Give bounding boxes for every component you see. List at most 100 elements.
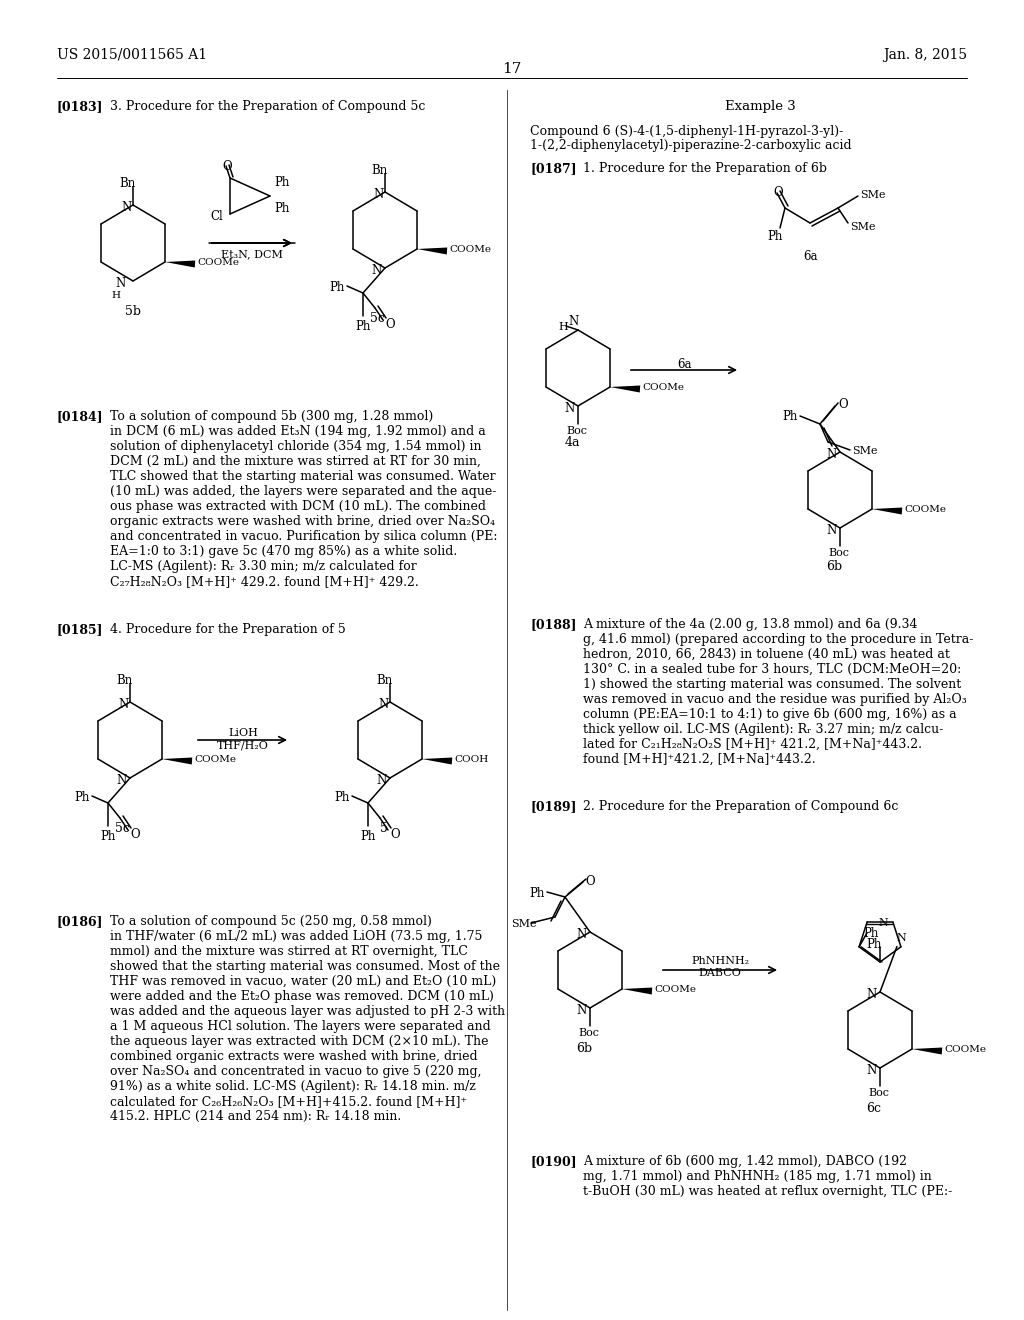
Text: THF/H₂O: THF/H₂O xyxy=(217,741,269,750)
Text: [0188]: [0188] xyxy=(530,618,577,631)
Text: O: O xyxy=(130,828,139,841)
Text: Ph: Ph xyxy=(863,927,879,940)
Text: O: O xyxy=(222,160,231,173)
Text: A mixture of 6b (600 mg, 1.42 mmol), DABCO (192
mg, 1.71 mmol) and PhNHNH₂ (185 : A mixture of 6b (600 mg, 1.42 mmol), DAB… xyxy=(583,1155,952,1199)
Text: N: N xyxy=(577,928,587,941)
Text: Example 3: Example 3 xyxy=(725,100,796,114)
Text: 1. Procedure for the Preparation of 6b: 1. Procedure for the Preparation of 6b xyxy=(583,162,827,176)
Text: COOMe: COOMe xyxy=(642,383,684,392)
Text: Ph: Ph xyxy=(767,230,782,243)
Text: N: N xyxy=(826,524,838,537)
Text: [0184]: [0184] xyxy=(57,411,103,422)
Text: Jan. 8, 2015: Jan. 8, 2015 xyxy=(883,48,967,62)
Text: 6a: 6a xyxy=(677,358,691,371)
Text: 6b: 6b xyxy=(575,1041,592,1055)
Text: N: N xyxy=(372,264,382,277)
Text: Ph: Ph xyxy=(74,791,89,804)
Text: US 2015/0011565 A1: US 2015/0011565 A1 xyxy=(57,48,207,62)
Text: COOMe: COOMe xyxy=(904,506,946,513)
Text: O: O xyxy=(390,828,399,841)
Text: SMe: SMe xyxy=(511,919,537,929)
Polygon shape xyxy=(622,987,652,994)
Text: Ph: Ph xyxy=(360,830,376,843)
Text: To a solution of compound 5b (300 mg, 1.28 mmol)
in DCM (6 mL) was added Et₃N (1: To a solution of compound 5b (300 mg, 1.… xyxy=(110,411,498,587)
Text: COOMe: COOMe xyxy=(654,985,696,994)
Text: SMe: SMe xyxy=(852,446,878,455)
Text: COOMe: COOMe xyxy=(449,246,490,253)
Text: 5c: 5c xyxy=(115,822,129,836)
Polygon shape xyxy=(422,758,453,764)
Text: H: H xyxy=(558,322,567,333)
Text: SMe: SMe xyxy=(860,190,886,201)
Text: N: N xyxy=(374,187,384,201)
Text: 3. Procedure for the Preparation of Compound 5c: 3. Procedure for the Preparation of Comp… xyxy=(110,100,425,114)
Text: N: N xyxy=(867,987,878,1001)
Polygon shape xyxy=(162,758,193,764)
Polygon shape xyxy=(165,260,196,268)
Text: COOMe: COOMe xyxy=(197,257,239,267)
Text: A mixture of the 4a (2.00 g, 13.8 mmol) and 6a (9.34
g, 41.6 mmol) (prepared acc: A mixture of the 4a (2.00 g, 13.8 mmol) … xyxy=(583,618,974,766)
Text: N: N xyxy=(115,277,125,290)
Polygon shape xyxy=(912,1048,942,1055)
Text: N: N xyxy=(867,1064,878,1077)
Text: Boc: Boc xyxy=(578,1028,599,1038)
Text: 2. Procedure for the Preparation of Compound 6c: 2. Procedure for the Preparation of Comp… xyxy=(583,800,898,813)
Text: Ph: Ph xyxy=(529,887,545,900)
Text: Bn: Bn xyxy=(376,675,392,686)
Text: Compound 6 (S)-4-(1,5-diphenyl-1H-pyrazol-3-yl)-: Compound 6 (S)-4-(1,5-diphenyl-1H-pyrazo… xyxy=(530,125,843,139)
Text: Bn: Bn xyxy=(371,164,387,177)
Text: N: N xyxy=(119,698,129,711)
Text: 5c: 5c xyxy=(370,312,384,325)
Text: DABCO: DABCO xyxy=(698,968,741,978)
Text: O: O xyxy=(838,399,848,411)
Text: Ph: Ph xyxy=(274,176,290,189)
Text: Ph: Ph xyxy=(782,411,798,422)
Text: N: N xyxy=(577,1005,587,1016)
Text: COOMe: COOMe xyxy=(194,755,236,764)
Text: [0189]: [0189] xyxy=(530,800,577,813)
Text: COOH: COOH xyxy=(454,755,488,764)
Text: N: N xyxy=(568,315,579,327)
Text: N: N xyxy=(826,447,838,461)
Text: [0187]: [0187] xyxy=(530,162,577,176)
Text: Et₃N, DCM: Et₃N, DCM xyxy=(221,249,283,259)
Text: Cl: Cl xyxy=(210,210,223,223)
Text: 17: 17 xyxy=(503,62,521,77)
Text: Boc: Boc xyxy=(566,426,587,436)
Text: [0183]: [0183] xyxy=(57,100,103,114)
Text: PhNHNH₂: PhNHNH₂ xyxy=(691,956,750,966)
Text: 1-(2,2-diphenylacetyl)-piperazine-2-carboxylic acid: 1-(2,2-diphenylacetyl)-piperazine-2-carb… xyxy=(530,139,852,152)
Text: 6b: 6b xyxy=(826,560,842,573)
Text: [0190]: [0190] xyxy=(530,1155,577,1168)
Text: LiOH: LiOH xyxy=(228,729,258,738)
Polygon shape xyxy=(872,507,902,515)
Text: N: N xyxy=(117,774,127,787)
Text: [0185]: [0185] xyxy=(57,623,103,636)
Text: N: N xyxy=(379,698,389,711)
Text: 6c: 6c xyxy=(866,1102,882,1115)
Text: N: N xyxy=(879,919,889,928)
Text: Ph: Ph xyxy=(329,281,344,294)
Text: O: O xyxy=(773,186,782,199)
Text: Bn: Bn xyxy=(116,675,132,686)
Text: Boc: Boc xyxy=(868,1088,889,1098)
Text: Ph: Ph xyxy=(355,319,371,333)
Text: N: N xyxy=(897,933,906,942)
Text: N: N xyxy=(565,403,575,414)
Text: SMe: SMe xyxy=(850,222,876,232)
Text: 5b: 5b xyxy=(125,305,141,318)
Text: Bn: Bn xyxy=(119,177,135,190)
Text: O: O xyxy=(585,875,595,888)
Text: To a solution of compound 5c (250 mg, 0.58 mmol)
in THF/water (6 mL/2 mL) was ad: To a solution of compound 5c (250 mg, 0.… xyxy=(110,915,505,1123)
Text: Ph: Ph xyxy=(334,791,349,804)
Text: 4. Procedure for the Preparation of 5: 4. Procedure for the Preparation of 5 xyxy=(110,623,346,636)
Text: 4a: 4a xyxy=(564,436,580,449)
Text: 6a: 6a xyxy=(803,249,817,263)
Text: Ph: Ph xyxy=(100,830,116,843)
Polygon shape xyxy=(417,248,447,255)
Text: Ph: Ph xyxy=(274,202,290,215)
Text: N: N xyxy=(122,201,132,214)
Text: 5: 5 xyxy=(380,822,388,836)
Text: O: O xyxy=(385,318,394,331)
Text: COOMe: COOMe xyxy=(944,1045,986,1053)
